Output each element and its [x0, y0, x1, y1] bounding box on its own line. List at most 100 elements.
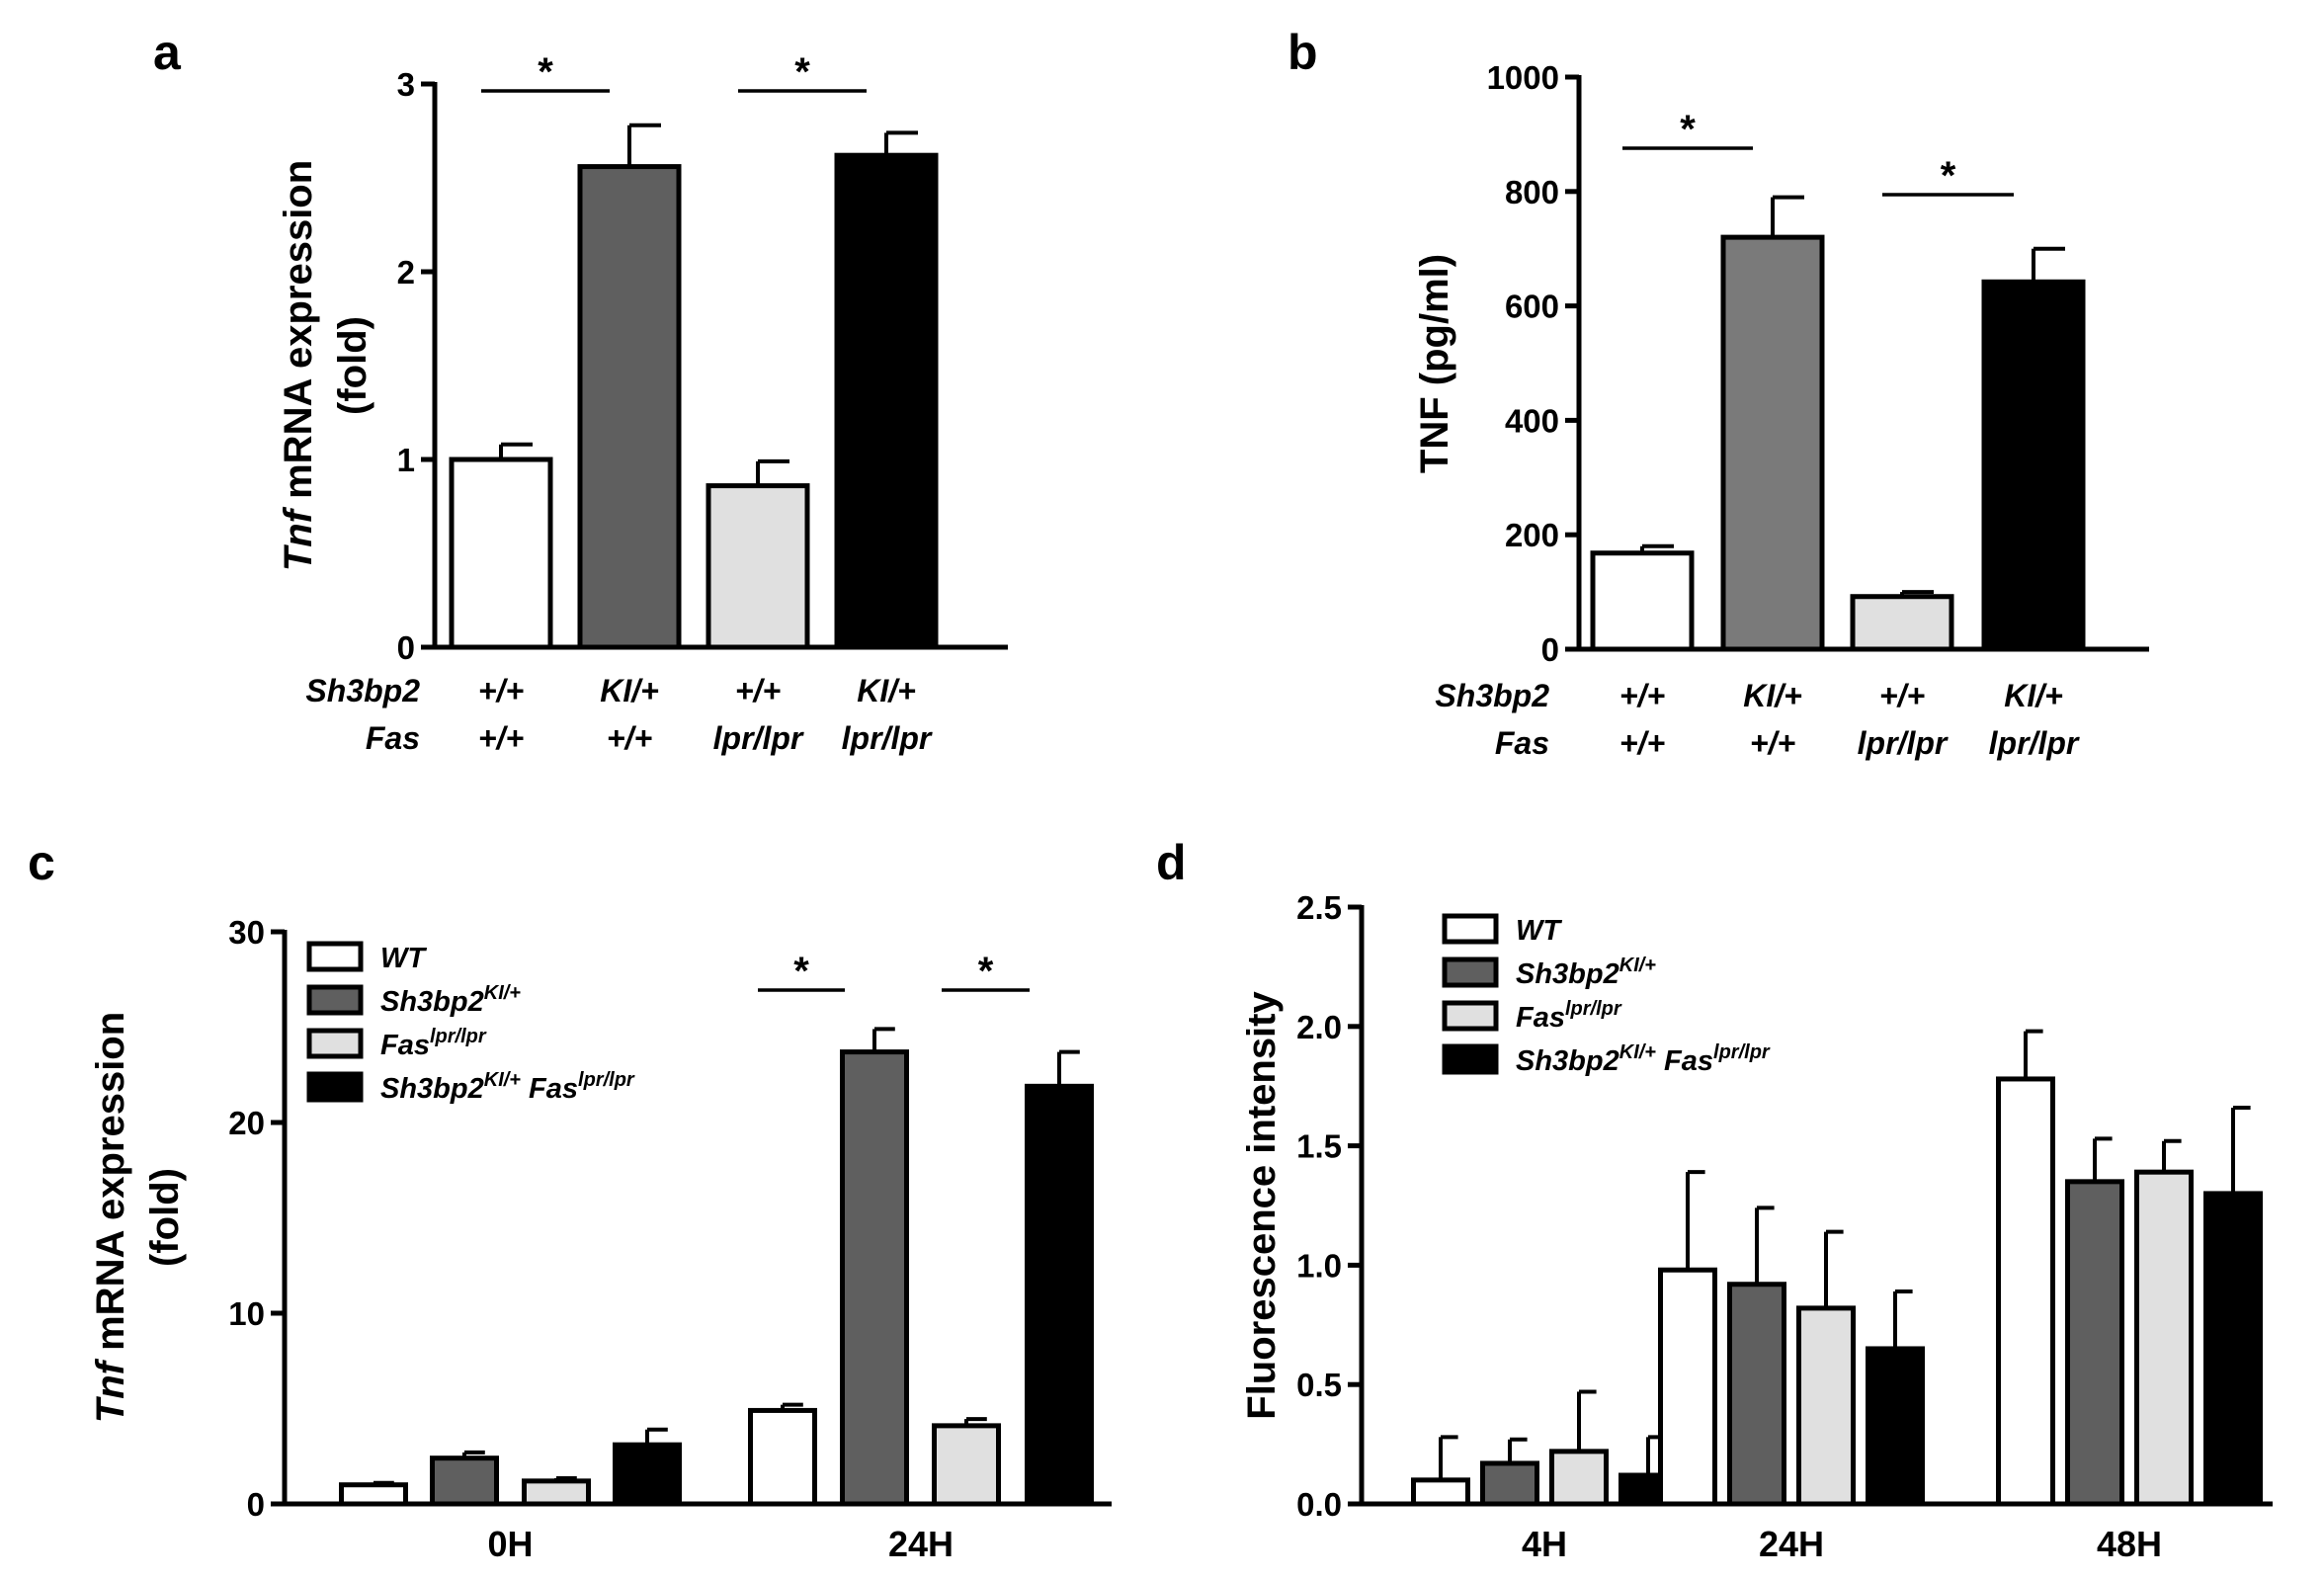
panel-b-row-label-sh3bp2: Sh3bp2 [1435, 678, 1549, 713]
panel-a-fas-genotype: lpr/lpr [842, 720, 933, 756]
panel-b-bar [1720, 234, 1825, 652]
panel-d-y-tick-label: 2.5 [1296, 889, 1342, 926]
panel-d-bar [2065, 1179, 2124, 1507]
panel-a-bar [577, 164, 682, 650]
panel-d-legend-label: Sh3bp2KI/+ Faslpr/lpr [1516, 1041, 1771, 1077]
panel-a-y-tick-label: 3 [397, 66, 415, 103]
panel-a-y-axis-title-line2: (fold) [331, 316, 374, 415]
panel-c-y-tick-label: 30 [228, 914, 265, 951]
panel-b-sh3bp2-genotype: +/+ [1879, 678, 1925, 713]
panel-c-legend-swatch [306, 941, 364, 972]
panel-d-bar [1996, 1076, 2055, 1507]
panel-b-y-tick-label: 400 [1505, 402, 1559, 439]
panel-b-y-tick-label: 0 [1541, 631, 1559, 668]
panel-d-legend-label: WT [1516, 915, 1562, 947]
panel-d-bar [1727, 1282, 1786, 1507]
panel-d-legend-label: Faslpr/lpr [1516, 998, 1622, 1034]
panel-c-bar [430, 1455, 499, 1507]
panel-d-bar [1658, 1267, 1717, 1507]
panel-a-y-axis-title: Tnf mRNA expression [277, 160, 320, 571]
panel-b-sh3bp2-genotype: KI/+ [2004, 678, 2063, 713]
panel-b-row-label-fas: Fas [1495, 725, 1549, 761]
panel-a-sh3bp2-genotype: +/+ [478, 673, 524, 708]
panel-d-y-tick-label: 1.5 [1296, 1128, 1342, 1165]
panel-a-row-label-sh3bp2: Sh3bp2 [305, 673, 420, 708]
panel-c-category-label: 0H [487, 1524, 533, 1564]
panel-a-fas-genotype: +/+ [478, 720, 524, 756]
panel-a-fas-genotype: +/+ [607, 720, 652, 756]
panel-d-category-label: 24H [1759, 1524, 1824, 1564]
panel-a-sh3bp2-genotype: KI/+ [600, 673, 659, 708]
panel-a-chart: 0 1 2 3 Tnf mRNA expression (fold) +/+ +/+ KI/+ +… [277, 50, 1008, 756]
panel-c-legend-label: Sh3bp2KI/+ [380, 982, 521, 1018]
panel-c-legend-swatch [306, 1071, 364, 1103]
panel-c-legend-label: Sh3bp2KI/+ Faslpr/lpr [380, 1069, 635, 1105]
panel-c-significance-star: * [978, 950, 994, 993]
panel-b-fas-genotype: +/+ [1619, 725, 1665, 761]
panel-d-bar [1480, 1460, 1539, 1507]
panel-b-fas-genotype: lpr/lpr [1858, 725, 1949, 761]
panel-a-y-tick-label: 1 [397, 442, 415, 478]
panel-d-legend-swatch [1442, 913, 1499, 945]
panel-d-y-tick-label: 1.0 [1296, 1247, 1342, 1284]
panel-d-legend-swatch [1442, 1000, 1499, 1032]
panel-b-y-tick-label: 1000 [1487, 59, 1559, 96]
panel-d-bar [2134, 1169, 2194, 1507]
panel-b-significance-star: * [1680, 108, 1696, 151]
panel-c-y-tick-label: 20 [228, 1105, 265, 1141]
panel-b-fas-genotype: +/+ [1750, 725, 1795, 761]
panel-d-legend-swatch [1442, 956, 1499, 988]
panel-d-chart: 0.0 0.5 1.0 1.5 2.0 2.5 Fluorescence intensity… [1240, 889, 2273, 1564]
panel-c-bar [613, 1442, 682, 1507]
panel-c-legend-label: Faslpr/lpr [380, 1026, 487, 1061]
panel-d-y-tick-label: 2.0 [1296, 1009, 1342, 1045]
panel-d-bar [1549, 1449, 1609, 1507]
panel-c-legend-swatch [306, 984, 364, 1016]
panel-b-chart: 0 200 400 600 800 1000 TNF (pg/ml) +/+ +/+ KI/+ +/… [1413, 59, 2149, 761]
panel-a-significance-star: * [538, 50, 553, 94]
panel-c-y-axis-title-line2: (fold) [143, 1168, 187, 1267]
panel-d-category-label: 48H [2097, 1524, 2162, 1564]
panel-a-bar [706, 483, 810, 650]
panel-c-y-tick-label: 10 [228, 1295, 265, 1332]
panel-b-sh3bp2-genotype: +/+ [1619, 678, 1665, 713]
panel-letter-c: c [28, 835, 55, 890]
panel-c-chart: 0 10 20 30 Tnf mRNA expression (fold) 0H 24H * * W… [89, 914, 1112, 1564]
panel-b-y-tick-label: 600 [1505, 289, 1559, 325]
panel-d-y-tick-label: 0.5 [1296, 1367, 1342, 1403]
panel-d-bar [2203, 1191, 2263, 1507]
panel-d-bar [1866, 1346, 1925, 1507]
panel-d-y-tick-label: 0.0 [1296, 1486, 1342, 1523]
panel-a-sh3bp2-genotype: KI/+ [857, 673, 916, 708]
panel-letter-d: d [1156, 835, 1187, 890]
panel-d-category-label: 4H [1522, 1524, 1567, 1564]
panel-a-y-tick-label: 0 [397, 629, 415, 666]
panel-d-bar [1796, 1305, 1856, 1507]
panel-c-bar [339, 1482, 408, 1507]
panel-d-legend-swatch [1442, 1043, 1499, 1075]
panel-a-sh3bp2-genotype: +/+ [735, 673, 781, 708]
panel-letter-b: b [1287, 25, 1318, 80]
panel-c-y-tick-label: 0 [247, 1486, 265, 1523]
panel-c-bar [1025, 1083, 1094, 1507]
panel-a-significance-star: * [794, 50, 810, 94]
panel-b-bar [1981, 279, 2086, 652]
panel-a-row-label-fas: Fas [366, 720, 420, 756]
panel-a-fas-genotype: lpr/lpr [713, 720, 804, 756]
panel-c-category-label: 24H [888, 1524, 954, 1564]
panel-c-bar [932, 1423, 1001, 1507]
panel-b-fas-genotype: lpr/lpr [1989, 725, 2080, 761]
panel-d-legend-label: Sh3bp2KI/+ [1516, 955, 1656, 990]
panel-c-bar [748, 1407, 817, 1507]
panel-c-legend-swatch [306, 1028, 364, 1059]
panel-c-bar [840, 1049, 909, 1507]
panel-a-bar [834, 152, 939, 650]
panel-c-bar [522, 1478, 591, 1507]
panel-b-bar [1850, 594, 1954, 652]
panel-b-y-axis-title: TNF (pg/ml) [1413, 254, 1456, 473]
panel-c-y-axis-title: Tnf mRNA expression [89, 1012, 132, 1423]
panel-letter-a: a [153, 25, 182, 80]
panel-d-bar [1411, 1477, 1470, 1507]
panel-b-y-tick-label: 200 [1505, 517, 1559, 553]
